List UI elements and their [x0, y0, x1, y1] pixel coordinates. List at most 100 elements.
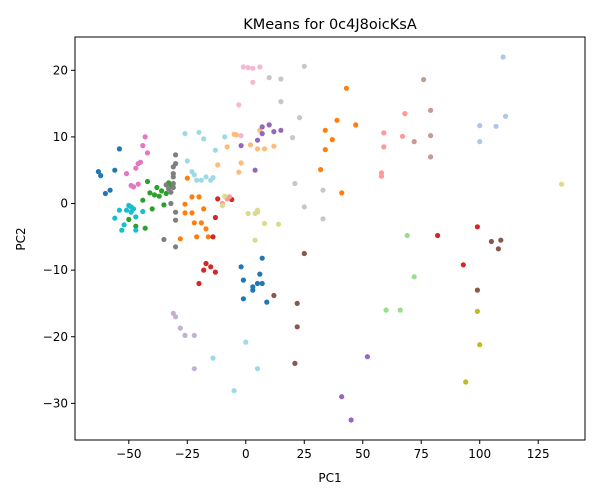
cluster-17-point-5	[254, 209, 261, 215]
cluster-1-point-4	[477, 139, 483, 145]
cluster-19-point-5	[196, 129, 202, 135]
cluster-17-point-2	[245, 210, 251, 217]
cluster-12-point-5	[137, 159, 144, 165]
cluster-6-point-7	[196, 280, 202, 287]
cluster-14-point-5	[170, 180, 176, 187]
cluster-2-point-7	[194, 234, 200, 240]
cluster-3-point-10	[271, 143, 277, 149]
cluster-12-point-8	[144, 150, 151, 156]
cluster-0-point-2	[102, 190, 108, 197]
cluster-0-point-10	[250, 284, 256, 290]
cluster-11-point-4	[428, 154, 434, 160]
cluster-2-point-19	[343, 85, 349, 91]
y-axis: −30 −20 −10 0 10 20	[43, 63, 75, 410]
cluster-16-point-2	[477, 342, 483, 348]
cluster-5-point-3	[397, 307, 403, 313]
cluster-17-point-9	[559, 181, 565, 187]
cluster-14-point-10	[173, 161, 179, 167]
cluster-17-point-6	[261, 220, 268, 227]
cluster-16-point-0	[463, 379, 469, 385]
cluster-8-point-2	[254, 137, 261, 143]
cluster-7-point-8	[226, 194, 232, 200]
cluster-12-point-7	[142, 134, 148, 140]
cluster-6-point-1	[203, 260, 209, 267]
cluster-2-point-16	[329, 137, 335, 143]
cluster-15-point-0	[266, 75, 272, 81]
cluster-19-point-10	[210, 175, 216, 181]
cluster-6-point-4	[212, 214, 218, 221]
cluster-0-point-15	[264, 299, 270, 305]
plot-frame	[74, 36, 586, 441]
y-tick-label-1: −20	[43, 330, 68, 344]
cluster-4-point-5	[147, 190, 153, 196]
cluster-10-point-0	[271, 292, 277, 299]
x-tick-label-6: 100	[468, 447, 491, 461]
cluster-18-point-2	[119, 227, 125, 233]
cluster-12-point-9	[135, 181, 141, 187]
cluster-0-point-11	[254, 280, 261, 287]
cluster-9-point-1	[173, 314, 179, 320]
cluster-13-point-0	[240, 64, 246, 70]
x-tick-label-0: −50	[116, 447, 141, 461]
cluster-14-point-13	[173, 217, 179, 223]
cluster-17-point-0	[219, 202, 225, 209]
cluster-8-point-9	[348, 417, 354, 423]
cluster-2-point-3	[184, 175, 190, 181]
cluster-4-point-3	[142, 225, 148, 231]
cluster-15-point-8	[320, 216, 326, 222]
cluster-14-point-8	[170, 171, 176, 177]
cluster-12-point-0	[123, 171, 130, 177]
cluster-15-point-7	[301, 204, 307, 210]
y-tick-label-2: −10	[43, 263, 68, 277]
cluster-8-point-3	[259, 131, 265, 137]
cluster-10-point-2	[294, 324, 300, 330]
cluster-5-point-2	[383, 307, 389, 313]
cluster-14-point-4	[168, 200, 174, 207]
cluster-6-point-9	[435, 232, 441, 239]
x-tick-label-1: −25	[175, 447, 200, 461]
cluster-0-point-0	[95, 169, 101, 175]
cluster-17-point-7	[275, 221, 282, 227]
cluster-18-point-11	[140, 208, 146, 215]
cluster-7-point-1	[381, 144, 387, 150]
cluster-3-point-5	[236, 169, 242, 175]
cluster-0-point-8	[240, 296, 246, 302]
points-layer	[95, 54, 565, 423]
x-axis: −50 −25 0 25 50 75 100 125	[116, 440, 550, 461]
cluster-4-point-9	[156, 193, 162, 199]
cluster-19-point-6	[198, 177, 204, 183]
cluster-10-point-1	[294, 300, 300, 306]
cluster-19-point-3	[191, 172, 197, 178]
cluster-19-point-15	[231, 388, 237, 394]
cluster-2-point-13	[318, 167, 324, 173]
cluster-1-point-0	[477, 123, 483, 129]
cluster-3-point-7	[254, 146, 261, 152]
cluster-11-point-3	[428, 133, 434, 139]
cluster-6-point-5	[210, 234, 216, 240]
cluster-8-point-4	[259, 124, 265, 130]
cluster-9-point-5	[191, 366, 197, 372]
cluster-10-point-3	[292, 360, 298, 366]
cluster-15-point-1	[278, 76, 284, 82]
cluster-0-point-6	[238, 264, 244, 270]
cluster-13-point-6	[257, 64, 263, 70]
cluster-14-point-0	[161, 236, 167, 243]
cluster-0-point-13	[259, 255, 265, 261]
cluster-18-point-4	[123, 207, 130, 213]
cluster-4-point-1	[133, 223, 139, 229]
cluster-13-point-1	[245, 65, 251, 71]
cluster-1-point-3	[502, 113, 509, 119]
cluster-8-point-7	[278, 127, 284, 133]
x-tick-label-3: 25	[297, 447, 312, 461]
cluster-0-point-7	[240, 277, 246, 283]
cluster-4-point-4	[144, 178, 151, 185]
cluster-16-point-1	[474, 308, 480, 314]
cluster-4-point-7	[151, 192, 158, 198]
cluster-14-point-12	[173, 209, 179, 215]
cluster-2-point-8	[196, 194, 202, 200]
cluster-17-point-8	[252, 237, 258, 243]
cluster-4-point-11	[161, 202, 167, 208]
cluster-7-point-4	[399, 133, 406, 139]
cluster-4-point-12	[163, 190, 169, 197]
